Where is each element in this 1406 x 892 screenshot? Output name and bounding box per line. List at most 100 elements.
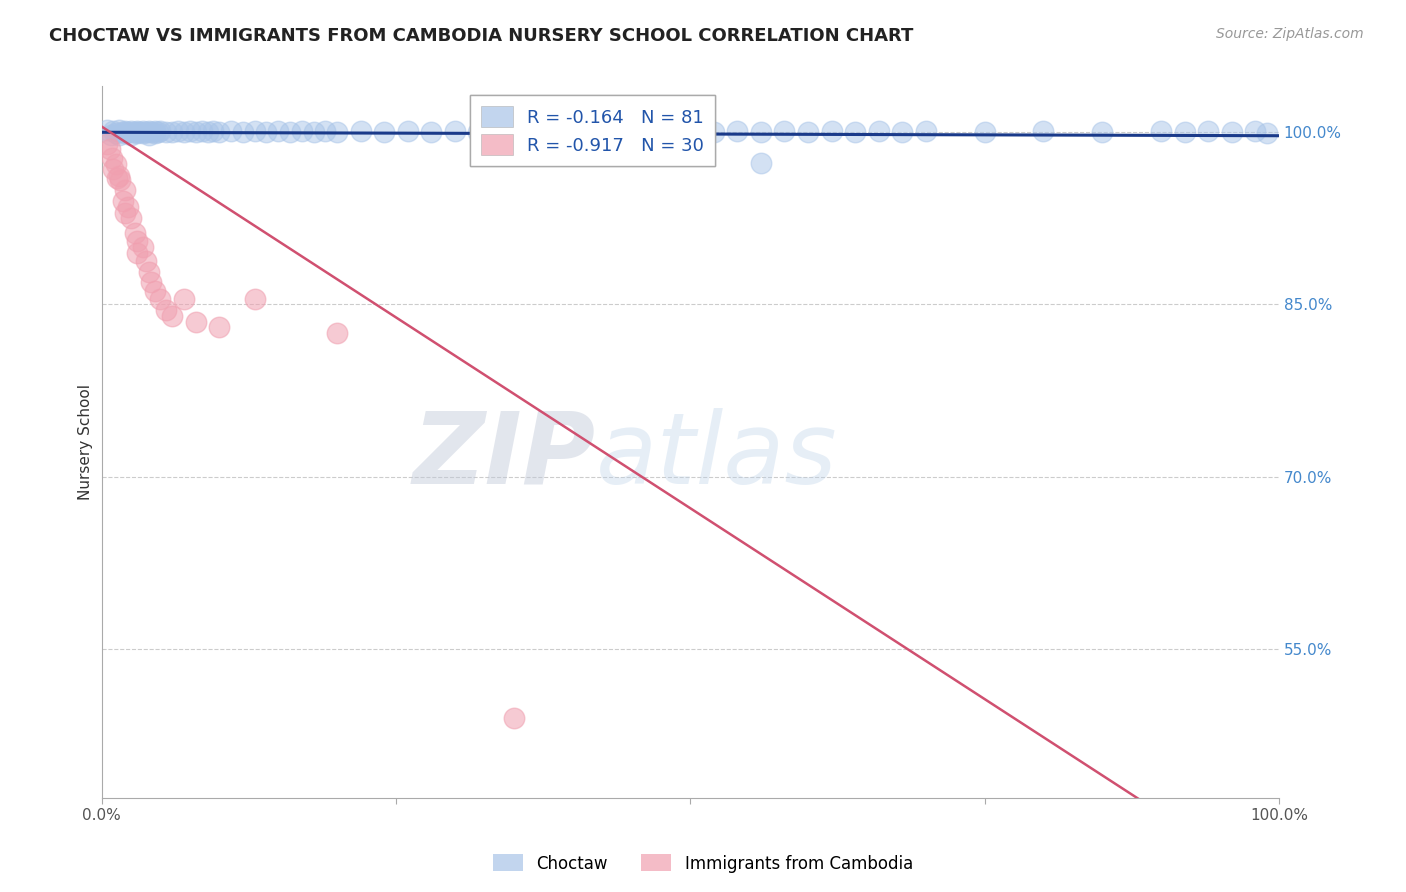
Point	[1174, 125, 1197, 139]
Point	[143, 284, 166, 298]
Text: Source: ZipAtlas.com: Source: ZipAtlas.com	[1216, 27, 1364, 41]
Point	[326, 326, 349, 340]
Point	[491, 124, 513, 138]
Point	[420, 125, 443, 139]
Point	[173, 292, 195, 306]
Point	[396, 124, 419, 138]
Point	[132, 124, 155, 138]
Point	[173, 125, 195, 139]
Point	[125, 124, 148, 138]
Point	[679, 124, 702, 138]
Point	[101, 151, 124, 165]
Point	[797, 125, 820, 139]
Point	[155, 303, 177, 318]
Point	[111, 194, 134, 209]
Point	[120, 128, 142, 142]
Point	[1244, 124, 1267, 138]
Point	[502, 711, 524, 725]
Point	[267, 124, 290, 138]
Point	[1256, 127, 1278, 141]
Point	[128, 125, 150, 139]
Point	[868, 124, 890, 138]
Point	[98, 143, 121, 157]
Point	[631, 124, 654, 138]
Point	[314, 124, 336, 138]
Point	[139, 125, 162, 139]
Point	[108, 123, 131, 137]
Point	[1032, 124, 1054, 138]
Point	[349, 124, 371, 138]
Point	[120, 124, 142, 138]
Point	[125, 235, 148, 249]
Point	[104, 157, 127, 171]
Point	[108, 169, 131, 183]
Point	[114, 183, 136, 197]
Y-axis label: Nursery School: Nursery School	[79, 384, 93, 500]
Point	[167, 124, 190, 138]
Point	[914, 124, 936, 138]
Point	[111, 125, 134, 139]
Point	[326, 125, 349, 139]
Point	[149, 124, 172, 138]
Point	[291, 124, 314, 138]
Point	[197, 125, 219, 139]
Point	[190, 124, 212, 138]
Point	[1197, 124, 1219, 138]
Point	[1150, 124, 1173, 138]
Point	[114, 205, 136, 219]
Point	[891, 125, 914, 139]
Legend: R = -0.164   N = 81, R = -0.917   N = 30: R = -0.164 N = 81, R = -0.917 N = 30	[470, 95, 716, 166]
Point	[110, 173, 132, 187]
Point	[184, 125, 207, 139]
Point	[138, 124, 160, 138]
Point	[162, 309, 184, 323]
Point	[302, 125, 325, 139]
Point	[146, 125, 169, 139]
Text: CHOCTAW VS IMMIGRANTS FROM CAMBODIA NURSERY SCHOOL CORRELATION CHART: CHOCTAW VS IMMIGRANTS FROM CAMBODIA NURS…	[49, 27, 914, 45]
Point	[703, 125, 725, 139]
Point	[117, 200, 139, 214]
Point	[232, 125, 254, 139]
Point	[132, 127, 155, 141]
Legend: Choctaw, Immigrants from Cambodia: Choctaw, Immigrants from Cambodia	[486, 847, 920, 880]
Point	[120, 211, 142, 226]
Point	[96, 123, 118, 137]
Point	[114, 127, 136, 141]
Text: atlas: atlas	[596, 408, 838, 505]
Point	[515, 125, 537, 139]
Point	[655, 125, 678, 139]
Point	[561, 125, 583, 139]
Point	[124, 227, 146, 241]
Point	[208, 320, 231, 334]
Point	[749, 125, 772, 139]
Point	[103, 124, 125, 138]
Point	[243, 292, 266, 306]
Point	[278, 125, 301, 139]
Point	[725, 124, 748, 138]
Point	[202, 124, 225, 138]
Text: ZIP: ZIP	[413, 408, 596, 505]
Point	[219, 124, 242, 138]
Point	[844, 125, 866, 139]
Point	[208, 125, 231, 139]
Point	[184, 315, 207, 329]
Point	[117, 125, 139, 139]
Point	[149, 292, 172, 306]
Point	[585, 124, 607, 138]
Point	[467, 125, 489, 139]
Point	[1220, 125, 1243, 139]
Point	[138, 265, 160, 279]
Point	[105, 171, 128, 186]
Point	[103, 161, 125, 176]
Point	[1091, 125, 1114, 139]
Point	[143, 127, 166, 141]
Point	[820, 124, 842, 138]
Point	[609, 125, 631, 139]
Point	[100, 128, 122, 142]
Point	[96, 136, 118, 151]
Point	[443, 124, 465, 138]
Point	[254, 125, 277, 139]
Point	[155, 125, 177, 139]
Point	[179, 124, 201, 138]
Point	[132, 240, 155, 254]
